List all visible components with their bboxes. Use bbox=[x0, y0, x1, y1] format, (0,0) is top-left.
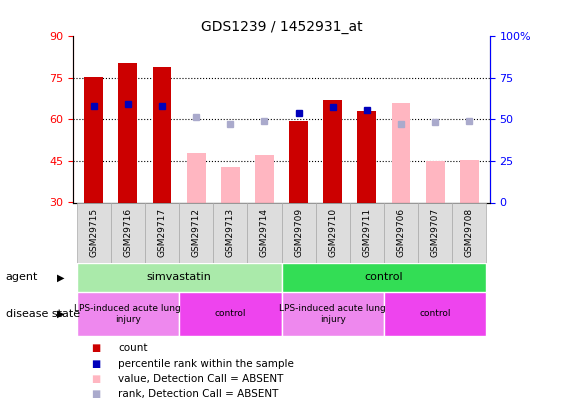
Text: GSM29708: GSM29708 bbox=[465, 208, 474, 258]
Bar bbox=[118, 63, 137, 202]
Text: LPS-induced acute lung
injury: LPS-induced acute lung injury bbox=[74, 304, 181, 324]
Bar bbox=[255, 156, 274, 202]
Text: GSM29711: GSM29711 bbox=[363, 208, 372, 258]
Text: GSM29714: GSM29714 bbox=[260, 209, 269, 257]
Text: GSM29709: GSM29709 bbox=[294, 208, 303, 258]
Bar bbox=[247, 202, 282, 263]
Bar bbox=[282, 202, 316, 263]
Text: ▶: ▶ bbox=[57, 273, 65, 282]
Text: GSM29710: GSM29710 bbox=[328, 208, 337, 258]
Bar bbox=[77, 202, 111, 263]
Text: value, Detection Call = ABSENT: value, Detection Call = ABSENT bbox=[118, 374, 284, 384]
Bar bbox=[153, 67, 171, 202]
Text: count: count bbox=[118, 343, 148, 353]
Text: rank, Detection Call = ABSENT: rank, Detection Call = ABSENT bbox=[118, 390, 279, 399]
Bar bbox=[350, 202, 384, 263]
Bar bbox=[323, 100, 342, 202]
Bar bbox=[145, 202, 179, 263]
Bar bbox=[213, 202, 247, 263]
Text: disease state: disease state bbox=[6, 309, 80, 319]
Bar bbox=[111, 202, 145, 263]
Bar bbox=[84, 77, 103, 202]
Bar bbox=[282, 292, 384, 336]
Text: ▶: ▶ bbox=[57, 309, 65, 319]
Bar bbox=[452, 202, 486, 263]
Text: GSM29716: GSM29716 bbox=[123, 208, 132, 258]
Text: control: control bbox=[419, 309, 451, 318]
Bar bbox=[384, 202, 418, 263]
Text: control: control bbox=[365, 273, 403, 282]
Text: GSM29717: GSM29717 bbox=[158, 208, 167, 258]
Bar bbox=[460, 160, 479, 202]
Text: ■: ■ bbox=[91, 359, 100, 369]
Bar bbox=[77, 263, 282, 292]
Text: GSM29707: GSM29707 bbox=[431, 208, 440, 258]
Bar bbox=[358, 111, 376, 202]
Bar bbox=[179, 292, 282, 336]
Bar bbox=[187, 153, 205, 202]
Text: control: control bbox=[215, 309, 246, 318]
Bar bbox=[289, 121, 308, 202]
Title: GDS1239 / 1452931_at: GDS1239 / 1452931_at bbox=[200, 20, 363, 34]
Bar bbox=[77, 292, 179, 336]
Text: simvastatin: simvastatin bbox=[146, 273, 212, 282]
Bar bbox=[384, 292, 486, 336]
Bar bbox=[426, 161, 445, 202]
Bar bbox=[316, 202, 350, 263]
Bar bbox=[179, 202, 213, 263]
Text: ■: ■ bbox=[91, 343, 100, 353]
Text: percentile rank within the sample: percentile rank within the sample bbox=[118, 359, 294, 369]
Bar bbox=[282, 263, 486, 292]
Text: LPS-induced acute lung
injury: LPS-induced acute lung injury bbox=[279, 304, 386, 324]
Bar bbox=[418, 202, 452, 263]
Text: GSM29715: GSM29715 bbox=[89, 208, 98, 258]
Text: ■: ■ bbox=[91, 374, 100, 384]
Text: GSM29712: GSM29712 bbox=[191, 209, 200, 257]
Bar bbox=[221, 166, 240, 202]
Text: GSM29713: GSM29713 bbox=[226, 208, 235, 258]
Text: GSM29706: GSM29706 bbox=[396, 208, 405, 258]
Bar bbox=[392, 103, 410, 202]
Text: agent: agent bbox=[6, 273, 38, 282]
Text: ■: ■ bbox=[91, 390, 100, 399]
